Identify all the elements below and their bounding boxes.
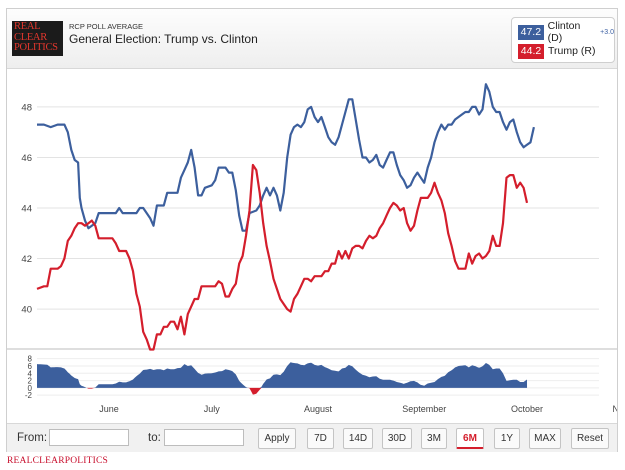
legend-change-clinton: +3.0 [600, 28, 614, 36]
footer-brand: REALCLEARPOLITICS [7, 456, 109, 466]
spread-tick-label: 6 [28, 362, 33, 371]
x-tick-label: September [402, 404, 446, 414]
y-tick-label: 44 [21, 204, 32, 215]
range-7d-button[interactable]: 7D [307, 428, 334, 449]
series-line-trump [36, 163, 529, 351]
rcp-logo: REAL CLEAR POLITICS [12, 21, 63, 56]
x-tick-label: November [613, 404, 617, 414]
range-3m-button[interactable]: 3M [421, 428, 447, 449]
chart-kicker: RCP POLL AVERAGE [69, 22, 144, 31]
legend-label-clinton: Clinton (D) [547, 20, 581, 44]
spread-area-trump [37, 387, 528, 395]
spread-area-clinton [37, 362, 528, 388]
legend: 47.2 Clinton (D) +3.0 44.2 Trump (R) [511, 17, 615, 63]
spread-tick-label: -2 [25, 391, 33, 400]
y-tick-label: 40 [21, 305, 32, 316]
y-tick-label: 46 [21, 153, 32, 164]
x-tick-label: July [204, 404, 221, 414]
legend-item-trump[interactable]: 44.2 Trump (R) [518, 43, 595, 59]
range-30d-button[interactable]: 30D [382, 428, 412, 449]
chart-widget: REAL CLEAR POLITICS RCP POLL AVERAGE Gen… [6, 8, 618, 452]
from-label: From: [17, 432, 48, 444]
spread-tick-label: 0 [28, 384, 33, 393]
to-label: to: [148, 432, 161, 444]
y-tick-label: 42 [21, 254, 32, 265]
chart-title: General Election: Trump vs. Clinton [69, 32, 258, 46]
date-range-controls: From: to: Apply 7D 14D 30D 3M 6M 1Y MAX … [7, 423, 617, 452]
y-tick-label: 48 [21, 102, 32, 113]
spread-tick-label: 4 [28, 369, 33, 378]
legend-item-clinton[interactable]: 47.2 Clinton (D) +3.0 [518, 20, 614, 44]
legend-value-clinton: 47.2 [518, 24, 544, 40]
apply-button[interactable]: Apply [258, 428, 296, 449]
x-tick-label: August [304, 404, 333, 414]
reset-button[interactable]: Reset [571, 428, 609, 449]
chart-header: REAL CLEAR POLITICS RCP POLL AVERAGE Gen… [7, 9, 617, 69]
legend-value-trump: 44.2 [518, 43, 544, 59]
spread-tick-label: 2 [28, 377, 33, 386]
range-14d-button[interactable]: 14D [343, 428, 373, 449]
spread-tick-label: 8 [28, 355, 33, 364]
range-6m-button[interactable]: 6M [456, 428, 484, 449]
to-date-input[interactable] [164, 429, 244, 446]
range-max-button[interactable]: MAX [529, 428, 561, 449]
from-date-input[interactable] [49, 429, 129, 446]
series-line-clinton [37, 83, 535, 232]
x-tick-label: October [511, 404, 543, 414]
x-tick-label: June [99, 404, 119, 414]
legend-label-trump: Trump (R) [548, 45, 596, 57]
range-1y-button[interactable]: 1Y [494, 428, 520, 449]
